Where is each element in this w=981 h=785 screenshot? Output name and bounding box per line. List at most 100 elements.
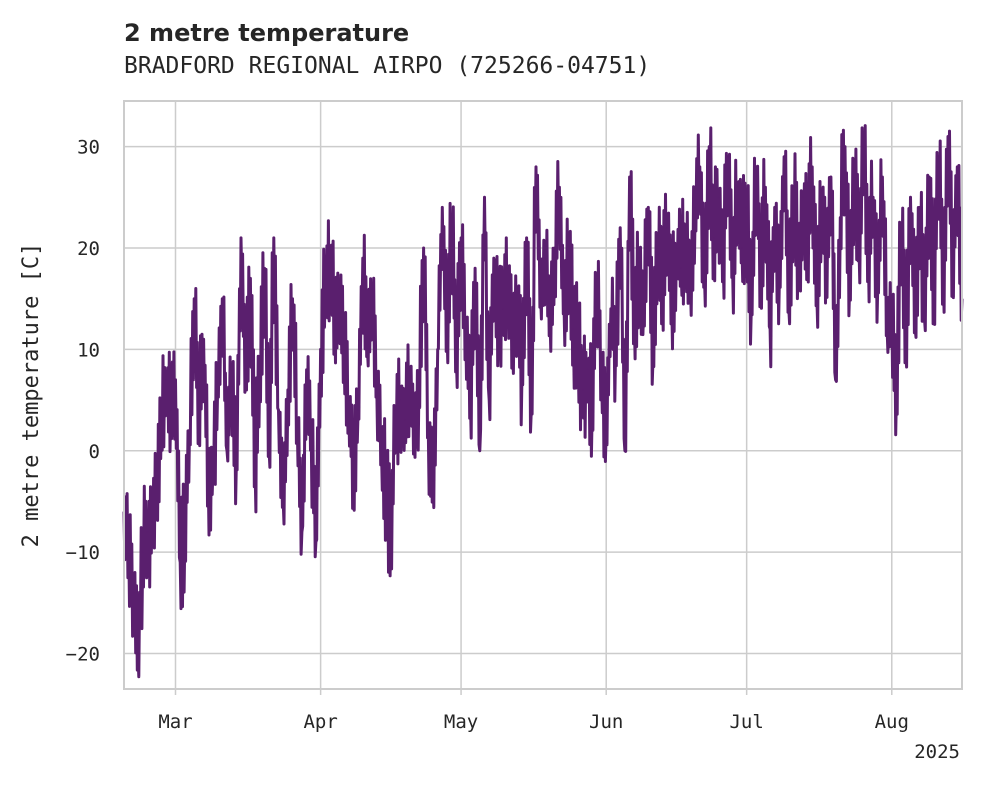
data-point	[282, 500, 285, 503]
data-point	[193, 297, 195, 300]
data-point	[736, 186, 739, 188]
data-point	[802, 196, 804, 199]
data-point	[619, 226, 621, 229]
y-axis-label: 2 metre temperature [C]	[19, 243, 44, 548]
data-point	[689, 287, 692, 290]
data-point	[376, 389, 378, 391]
data-point	[750, 308, 753, 310]
data-point	[582, 389, 584, 391]
data-point	[666, 226, 668, 229]
data-point	[778, 277, 781, 280]
data-point	[202, 338, 205, 341]
data-point	[244, 368, 247, 371]
data-point	[909, 196, 912, 199]
data-point	[310, 439, 313, 442]
data-point	[165, 379, 167, 381]
data-point	[549, 318, 551, 320]
data-point	[928, 176, 930, 178]
data-point	[221, 297, 224, 300]
data-point	[933, 297, 935, 300]
data-point	[553, 247, 556, 249]
data-point	[427, 429, 430, 432]
data-point	[680, 267, 682, 270]
data-point	[670, 297, 673, 300]
data-point	[273, 237, 275, 239]
data-point	[516, 287, 519, 290]
data-point	[830, 176, 832, 178]
data-point	[174, 379, 177, 381]
data-point	[287, 389, 289, 391]
data-point	[226, 450, 228, 452]
data-point	[432, 480, 434, 483]
data-point	[881, 176, 884, 178]
data-point	[652, 358, 654, 361]
plot-border	[123, 100, 963, 690]
data-point	[816, 297, 818, 300]
x-tick-label: May	[444, 711, 478, 733]
data-point	[900, 226, 902, 229]
data-point	[488, 399, 491, 401]
data-point	[788, 308, 790, 310]
data-point	[385, 490, 388, 493]
data-point	[493, 257, 495, 259]
data-point	[839, 216, 842, 219]
data-point	[216, 389, 219, 391]
data-point	[413, 429, 416, 432]
data-point	[853, 176, 856, 178]
data-point	[539, 297, 542, 300]
data-point	[390, 531, 392, 533]
data-point	[198, 399, 200, 401]
data-point	[212, 470, 214, 472]
data-point	[755, 166, 757, 168]
data-point	[792, 186, 795, 188]
data-point	[469, 399, 472, 401]
data-point	[600, 368, 603, 371]
data-point	[708, 145, 710, 148]
data-point	[146, 531, 149, 533]
data-point	[170, 409, 172, 412]
data-point	[811, 166, 813, 168]
data-point	[408, 368, 411, 371]
data-point	[366, 348, 369, 351]
data-point	[343, 348, 345, 351]
data-point	[319, 348, 322, 351]
data-point	[886, 328, 888, 330]
data-point	[820, 206, 823, 209]
data-point	[291, 297, 294, 300]
x-year-label: 2025	[914, 741, 960, 763]
data-point	[642, 308, 645, 310]
data-point	[184, 531, 186, 533]
data-point	[362, 257, 364, 259]
data-point	[577, 348, 579, 351]
data-point	[797, 267, 799, 270]
data-point	[759, 267, 762, 270]
data-point	[268, 450, 270, 452]
data-point	[647, 206, 650, 209]
data-point	[240, 237, 242, 239]
data-point	[235, 460, 238, 462]
data-point	[315, 541, 317, 543]
data-point	[371, 287, 373, 290]
data-point	[301, 531, 303, 533]
y-tick-label: 30	[77, 137, 100, 159]
data-point	[914, 328, 916, 330]
data-point	[656, 247, 659, 249]
data-point	[605, 429, 607, 432]
data-point	[249, 277, 252, 280]
x-tick-label: Apr	[303, 711, 337, 733]
data-point	[891, 308, 893, 310]
data-point	[399, 399, 402, 401]
data-point	[535, 166, 537, 168]
data-point	[474, 267, 476, 270]
data-point	[305, 368, 308, 371]
data-point	[507, 267, 509, 270]
data-point	[919, 206, 921, 209]
data-point	[259, 358, 261, 361]
data-point	[254, 470, 256, 472]
data-point	[699, 166, 701, 168]
data-point	[521, 379, 523, 381]
data-point	[141, 551, 144, 553]
data-point	[188, 429, 191, 432]
data-point	[179, 561, 181, 564]
data-point	[418, 389, 420, 391]
